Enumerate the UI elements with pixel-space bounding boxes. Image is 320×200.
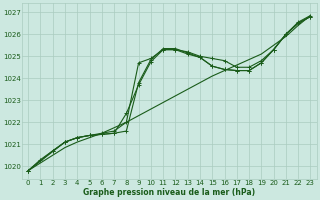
- X-axis label: Graphe pression niveau de la mer (hPa): Graphe pression niveau de la mer (hPa): [83, 188, 255, 197]
